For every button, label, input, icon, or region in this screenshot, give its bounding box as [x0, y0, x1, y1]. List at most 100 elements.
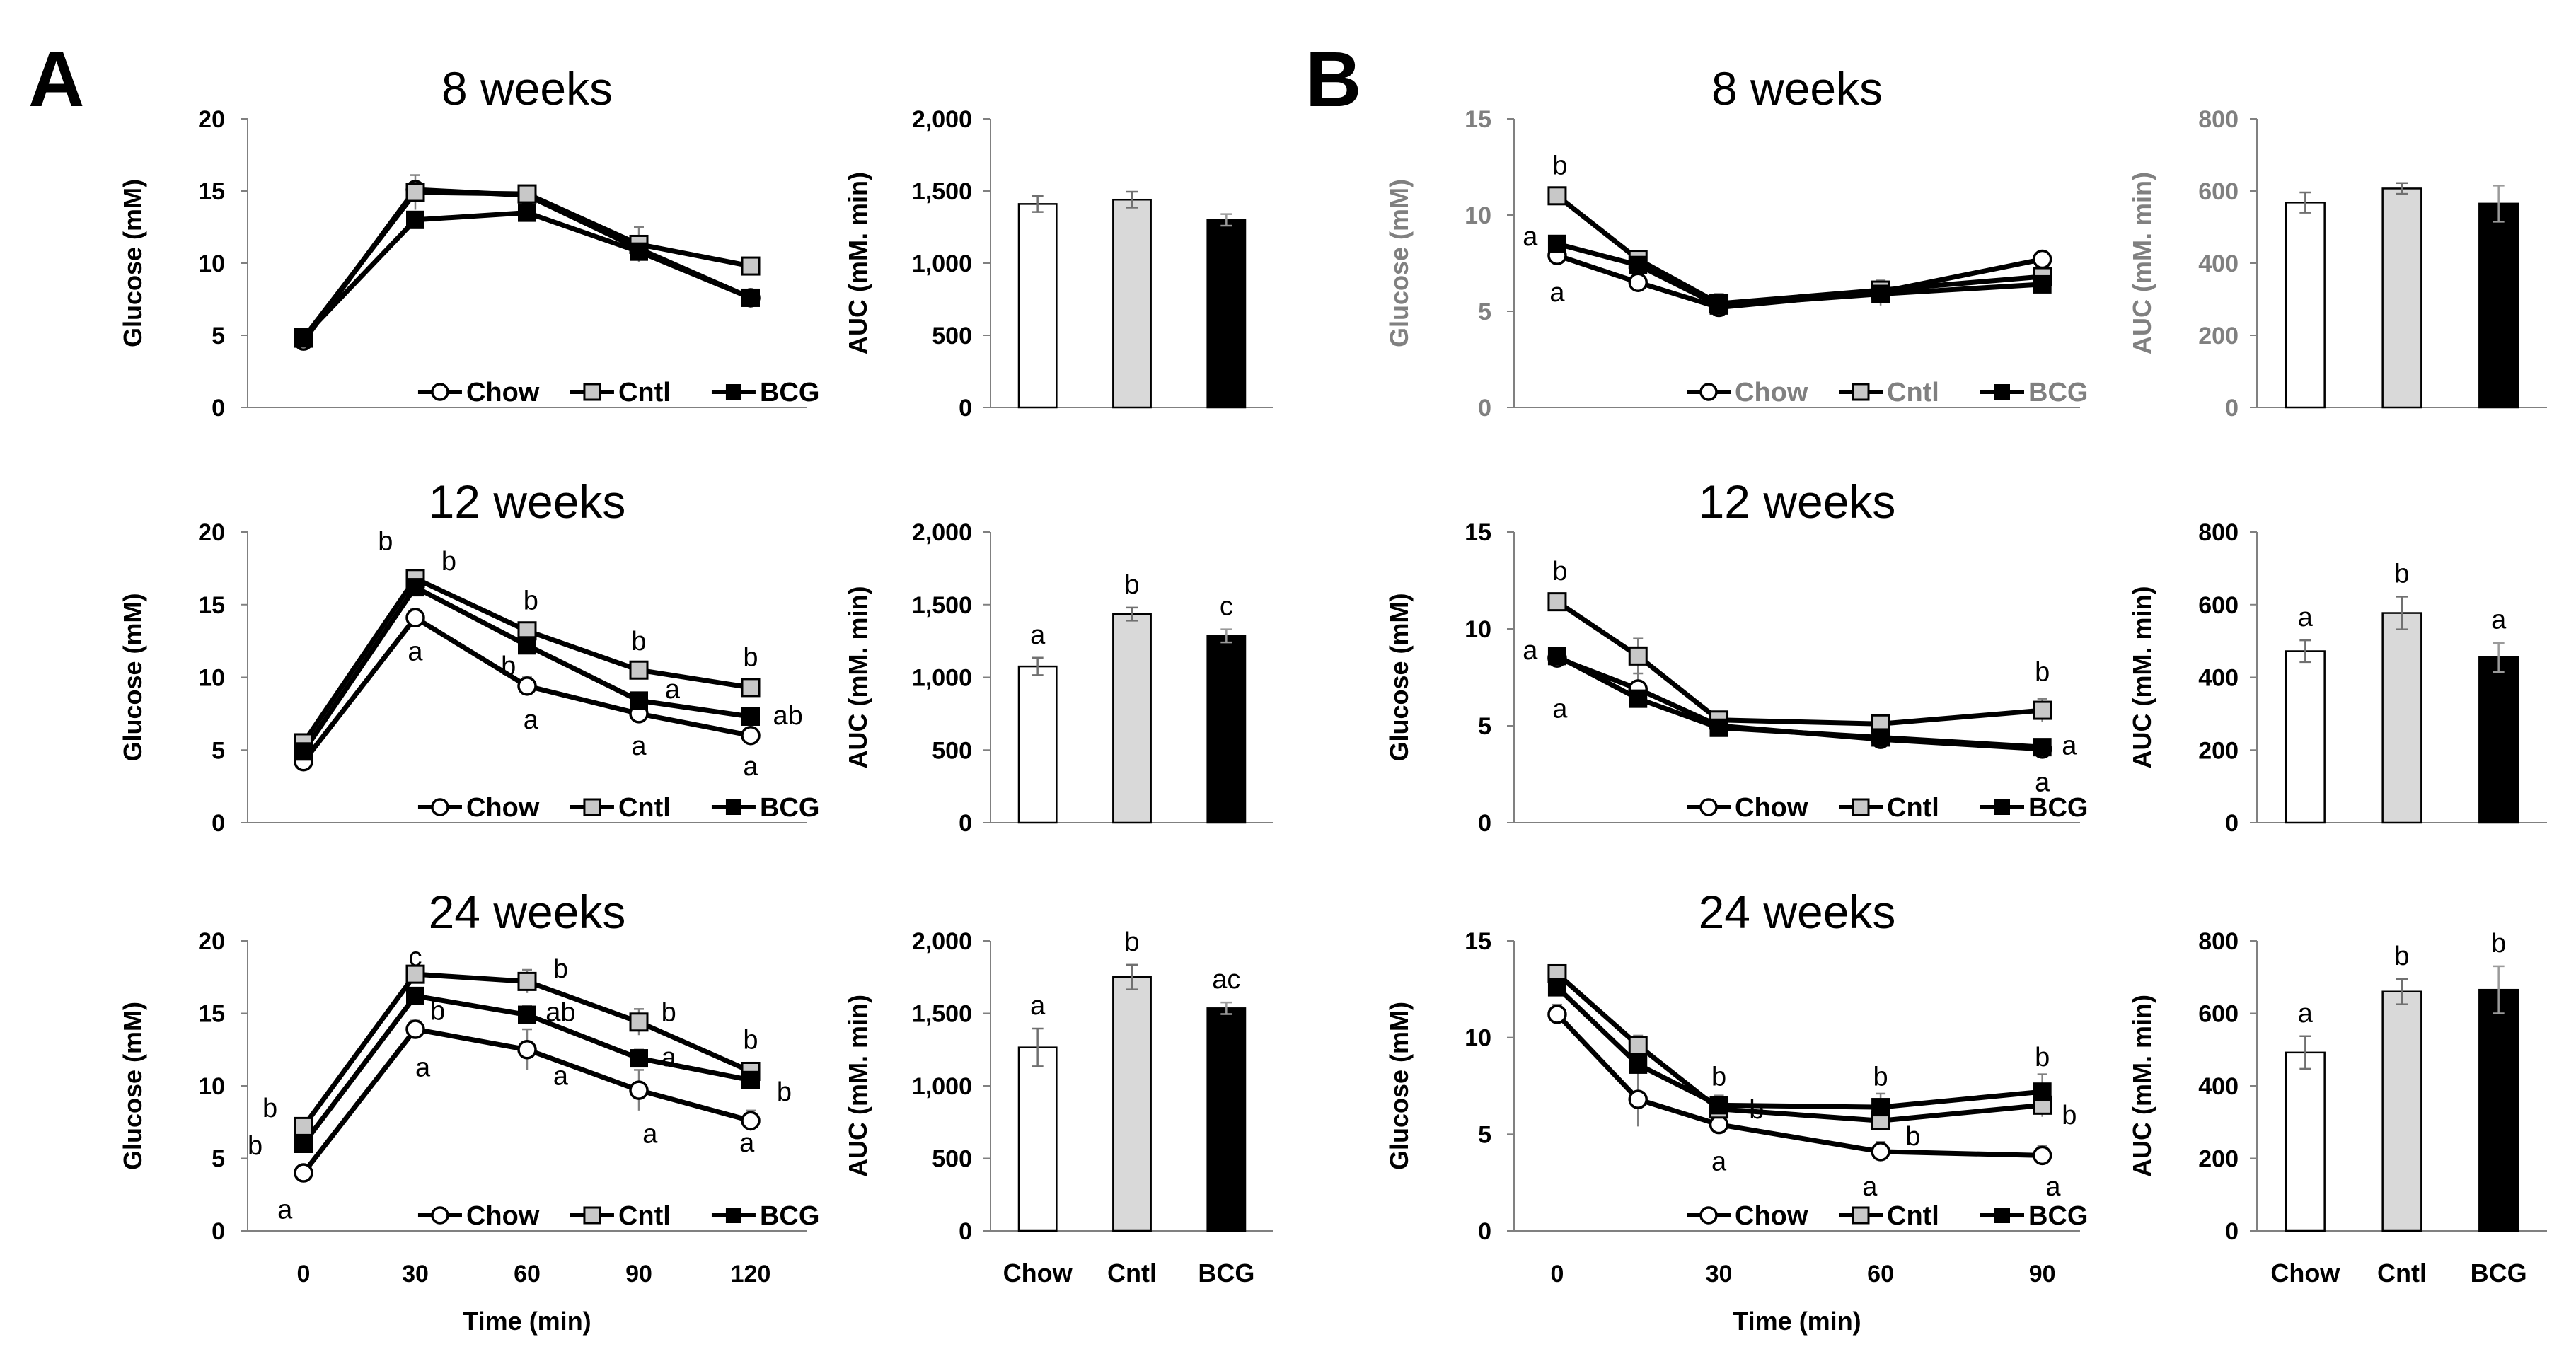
- legend-label: Cntl: [618, 1201, 671, 1231]
- significance-label: b: [2035, 1043, 2050, 1072]
- point-cntl: [741, 256, 761, 276]
- point-chow: [1628, 1089, 1648, 1109]
- legend-item-chow: Chow: [1687, 1201, 1808, 1231]
- y-axis-label: Glucose (mM): [1385, 179, 1414, 347]
- chart-title: 12 weeks: [1699, 475, 1896, 528]
- point-bcg: [1547, 647, 1566, 666]
- significance-label: b: [743, 1025, 758, 1055]
- significance-label: b: [2062, 1101, 2077, 1130]
- y-tick-label: 2,000: [912, 519, 972, 546]
- legend-item-chow: Chow: [417, 1201, 540, 1231]
- point-chow: [294, 1163, 313, 1183]
- panel-letter-b: B: [1305, 36, 1361, 123]
- y-tick-label: 400: [2198, 665, 2239, 692]
- significance-label: a: [662, 1043, 677, 1072]
- legend-label: Chow: [466, 1201, 540, 1231]
- point-chow: [1628, 272, 1648, 292]
- legend-item-bcg: BCG: [1980, 793, 2088, 823]
- legend-marker-circle: [431, 383, 449, 401]
- point-bcg: [1709, 718, 1728, 737]
- x-axis-label: Time (min): [463, 1307, 591, 1336]
- significance-label: b: [262, 1094, 277, 1123]
- legend-marker-circle: [1699, 798, 1718, 816]
- point-chow: [405, 1019, 425, 1039]
- significance-label: c: [1220, 592, 1233, 622]
- point-cntl: [517, 184, 537, 204]
- significance-label: b: [524, 586, 538, 616]
- y-tick-label: 5: [212, 323, 225, 349]
- point-cntl: [405, 964, 425, 984]
- y-tick-label: 0: [1478, 1218, 1491, 1245]
- y-tick-label: 15: [198, 178, 225, 205]
- point-bcg: [406, 210, 424, 229]
- y-tick-label: 10: [198, 1073, 225, 1100]
- bar-cntl: [2381, 612, 2422, 824]
- point-bcg: [518, 203, 536, 222]
- legend-marker-black-square: [725, 1208, 741, 1223]
- legend-item-bcg: BCG: [1980, 1201, 2088, 1231]
- point-bcg: [518, 636, 536, 655]
- significance-label: ab: [545, 997, 575, 1027]
- legend-marker-circle: [431, 1206, 449, 1225]
- significance-label: a: [2298, 603, 2314, 632]
- y-tick-label: 1,500: [912, 592, 972, 619]
- bar-bcg: [2478, 202, 2519, 409]
- x-tick-label: 30: [1706, 1261, 1733, 1287]
- significance-label: a: [1549, 278, 1565, 308]
- point-bcg: [1871, 284, 1890, 303]
- significance-label: b: [248, 1131, 262, 1161]
- point-bcg: [1629, 689, 1648, 708]
- legend-marker-black-square: [1994, 384, 2010, 400]
- legend-item-chow: Chow: [1687, 793, 1808, 823]
- significance-label: a: [2298, 999, 2314, 1029]
- bar-chow: [2285, 1051, 2326, 1232]
- y-axis-label: AUC (mM. min): [2127, 586, 2156, 769]
- y-axis-label: AUC (mM. min): [2127, 172, 2156, 354]
- point-chow: [741, 725, 761, 746]
- legend-label: Chow: [466, 793, 540, 823]
- significance-label: b: [553, 954, 568, 984]
- significance-label: a: [2035, 768, 2050, 797]
- y-axis-label: AUC (mM. min): [843, 586, 872, 769]
- x-tick-label: 60: [514, 1261, 541, 1287]
- point-bcg: [2033, 738, 2052, 757]
- y-tick-label: 0: [2225, 395, 2239, 422]
- y-tick-label: 15: [1465, 106, 1491, 133]
- legend-marker-gray-square: [583, 798, 601, 816]
- legend-label: Cntl: [618, 793, 671, 823]
- y-tick-label: 0: [212, 810, 225, 837]
- significance-label: a: [2491, 606, 2507, 635]
- y-tick-label: 0: [1478, 810, 1491, 837]
- significance-label: a: [1862, 1172, 1878, 1202]
- point-bcg: [1629, 255, 1648, 274]
- series-line-bcg: [301, 210, 752, 339]
- y-axis-label: AUC (mM. min): [2127, 995, 2156, 1177]
- line-chart-A_24wk_line: 24 weeks 0 5 10 15 20 Glucose (mM) 0 30 60 90 120 Ti…: [118, 886, 819, 1336]
- significance-label: c: [409, 943, 422, 973]
- legend-item-cntl: Cntl: [1839, 378, 1939, 407]
- significance-label: b: [1552, 151, 1567, 180]
- bar-chart-A_24wk_auc: 0 500 1,000 1,500 2,000 AUC (mM. min) a Chow b Cn…: [843, 927, 1273, 1287]
- line-chart-B_8wk_line: 8 weeks 0 5 10 15 Glucose (mM) b aa Chow Cntl BCG: [1385, 62, 2088, 422]
- chart-title: 24 weeks: [429, 886, 626, 938]
- category-label: Cntl: [1107, 1258, 1157, 1287]
- significance-label: a: [415, 1053, 431, 1082]
- significance-label: b: [2394, 559, 2409, 589]
- bar-chart-A_12wk_auc: 0 500 1,000 1,500 2,000 AUC (mM. min) a b c: [843, 519, 1273, 837]
- legend-item-bcg: BCG: [711, 378, 819, 407]
- x-axis-label: Time (min): [1733, 1307, 1861, 1336]
- y-axis-label: Glucose (mM): [1385, 1002, 1414, 1170]
- point-chow: [2032, 1145, 2052, 1166]
- significance-label: b: [743, 643, 758, 673]
- x-tick-label: 60: [1867, 1261, 1894, 1287]
- y-tick-label: 200: [2198, 323, 2239, 349]
- point-bcg: [2033, 274, 2052, 294]
- point-bcg: [1709, 1096, 1728, 1115]
- bar-bcg: [2478, 656, 2519, 824]
- y-tick-label: 10: [198, 250, 225, 277]
- significance-label: b: [378, 526, 393, 556]
- significance-label: ac: [1212, 965, 1240, 995]
- legend-marker-black-square: [725, 799, 741, 815]
- y-tick-label: 600: [2198, 1001, 2239, 1028]
- y-tick-label: 0: [212, 1218, 225, 1245]
